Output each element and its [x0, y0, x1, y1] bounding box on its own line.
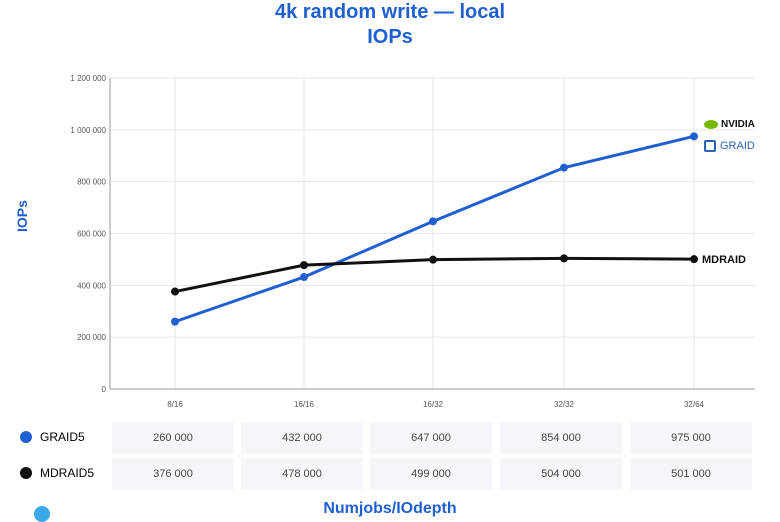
data-point-mdraid5	[690, 255, 698, 264]
data-point-graid5	[300, 273, 308, 282]
graid-logo-text: GRAID	[720, 140, 755, 152]
graid-stack-icon	[704, 140, 716, 152]
y-tick-label: 1 000 000	[70, 126, 106, 135]
data-point-mdraid5	[560, 254, 568, 263]
data-point-mdraid5	[429, 255, 437, 264]
y-tick-label: 200 000	[77, 333, 106, 342]
table-cell: 501 000	[630, 458, 752, 490]
x-tick-label: 8/16	[167, 400, 183, 409]
x-tick-label: 32/64	[684, 400, 705, 409]
data-point-mdraid5	[171, 287, 179, 296]
data-point-graid5	[429, 217, 437, 226]
y-tick-label: 600 000	[77, 230, 106, 239]
table-row-graid5: GRAID5 260 000 432 000 647 000 854 000 9…	[0, 420, 780, 456]
row-label-text: GRAID5	[40, 430, 85, 444]
y-tick-label: 800 000	[77, 178, 106, 187]
nvidia-logo-text: NVIDIA	[721, 119, 755, 130]
y-tick-label: 0	[102, 385, 107, 394]
nvidia-eye-icon	[704, 120, 718, 129]
table-cell: 854 000	[500, 422, 622, 454]
data-point-graid5	[690, 132, 698, 141]
x-tick-label: 16/32	[423, 400, 444, 409]
data-point-graid5	[171, 317, 179, 326]
table-cell: 376 000	[112, 458, 234, 490]
y-tick-label: 400 000	[77, 281, 106, 290]
chart-title-line2: IOPs	[367, 26, 413, 48]
table-cell: 499 000	[370, 458, 492, 490]
data-point-graid5	[560, 163, 568, 172]
row-label-text: MDRAID5	[40, 466, 95, 480]
series-line-graid5	[174, 134, 695, 324]
table-cell: 647 000	[370, 422, 492, 454]
table-row-mdraid5: MDRAID5 376 000 478 000 499 000 504 000 …	[0, 456, 780, 492]
graid5-legend-dot	[20, 431, 32, 443]
table-cell: 975 000	[630, 422, 752, 454]
table-cell: 432 000	[241, 422, 363, 454]
chart-title-line1: 4k random write — local	[274, 1, 506, 23]
x-axis-label: Numjobs/IOdepth	[323, 500, 457, 517]
row-label-graid5: GRAID5	[20, 430, 85, 444]
x-tick-label: 32/32	[554, 400, 575, 409]
line-chart: 0 200 000 400 000 600 000 800 000 1 000 000 1 …	[70, 74, 755, 409]
table-cell: 260 000	[112, 422, 234, 454]
mdraid-line-label: MDRAID	[702, 254, 746, 266]
table-cell: 478 000	[241, 458, 363, 490]
x-tick-label: 16/16	[294, 400, 315, 409]
nvidia-logo: NVIDIA	[704, 119, 755, 130]
mdraid5-legend-dot	[20, 467, 32, 479]
table-cell: 504 000	[500, 458, 622, 490]
y-tick-label: 1 200 000	[70, 74, 106, 83]
graid-logo: GRAID	[704, 140, 755, 152]
info-badge-icon[interactable]	[34, 506, 50, 522]
data-point-mdraid5	[300, 261, 308, 270]
row-label-mdraid5: MDRAID5	[20, 466, 94, 480]
